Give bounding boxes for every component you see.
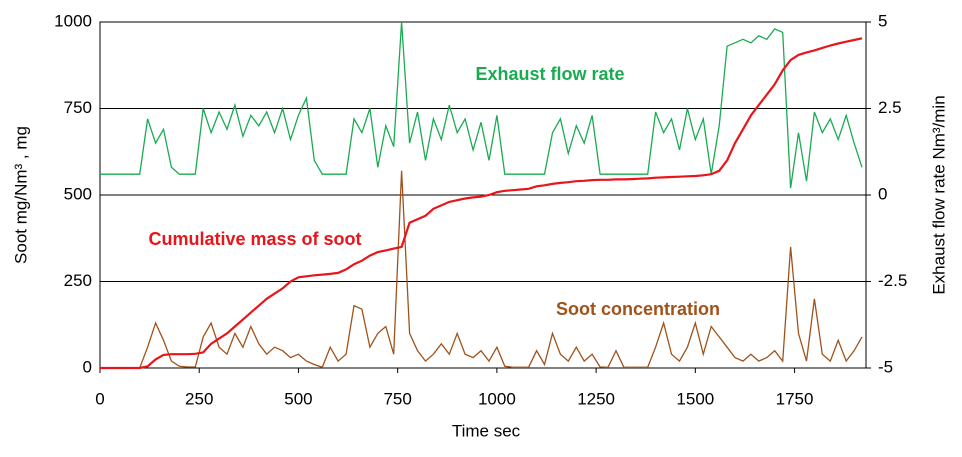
y2-tick-label: -2.5 bbox=[878, 271, 907, 290]
x-tick-label: 500 bbox=[284, 389, 312, 408]
series-line bbox=[100, 37, 863, 370]
y2-tick-label: 2.5 bbox=[878, 98, 902, 117]
series-label: Soot concentration bbox=[556, 299, 720, 319]
y-tick-label: 0 bbox=[83, 357, 92, 376]
y-axis-label: Soot mg/Nm³ , mg bbox=[11, 126, 30, 264]
y2-tick-label: 5 bbox=[878, 11, 887, 30]
series-line bbox=[100, 170, 863, 369]
x-tick-label: 250 bbox=[185, 389, 213, 408]
y-tick-label: 750 bbox=[64, 98, 92, 117]
y-tick-label: 500 bbox=[64, 184, 92, 203]
y-tick-label: 1000 bbox=[54, 11, 92, 30]
y2-tick-label: -5 bbox=[878, 357, 893, 376]
y-tick-label: 250 bbox=[64, 271, 92, 290]
series-line bbox=[100, 21, 863, 189]
x-axis-label: Time sec bbox=[452, 421, 521, 440]
x-tick-label: 750 bbox=[383, 389, 411, 408]
x-tick-label: 1250 bbox=[577, 389, 615, 408]
x-tick-label: 0 bbox=[95, 389, 104, 408]
x-tick-label: 1000 bbox=[478, 389, 516, 408]
plot-frame bbox=[99, 21, 867, 369]
series-label: Cumulative mass of soot bbox=[148, 229, 361, 249]
series-label: Exhaust flow rate bbox=[475, 64, 624, 84]
y2-axis-label: Exhaust flow rate Nm³/min bbox=[929, 95, 948, 294]
x-tick-label: 1750 bbox=[776, 389, 814, 408]
x-tick-label: 1500 bbox=[676, 389, 714, 408]
y2-tick-label: 0 bbox=[878, 184, 887, 203]
